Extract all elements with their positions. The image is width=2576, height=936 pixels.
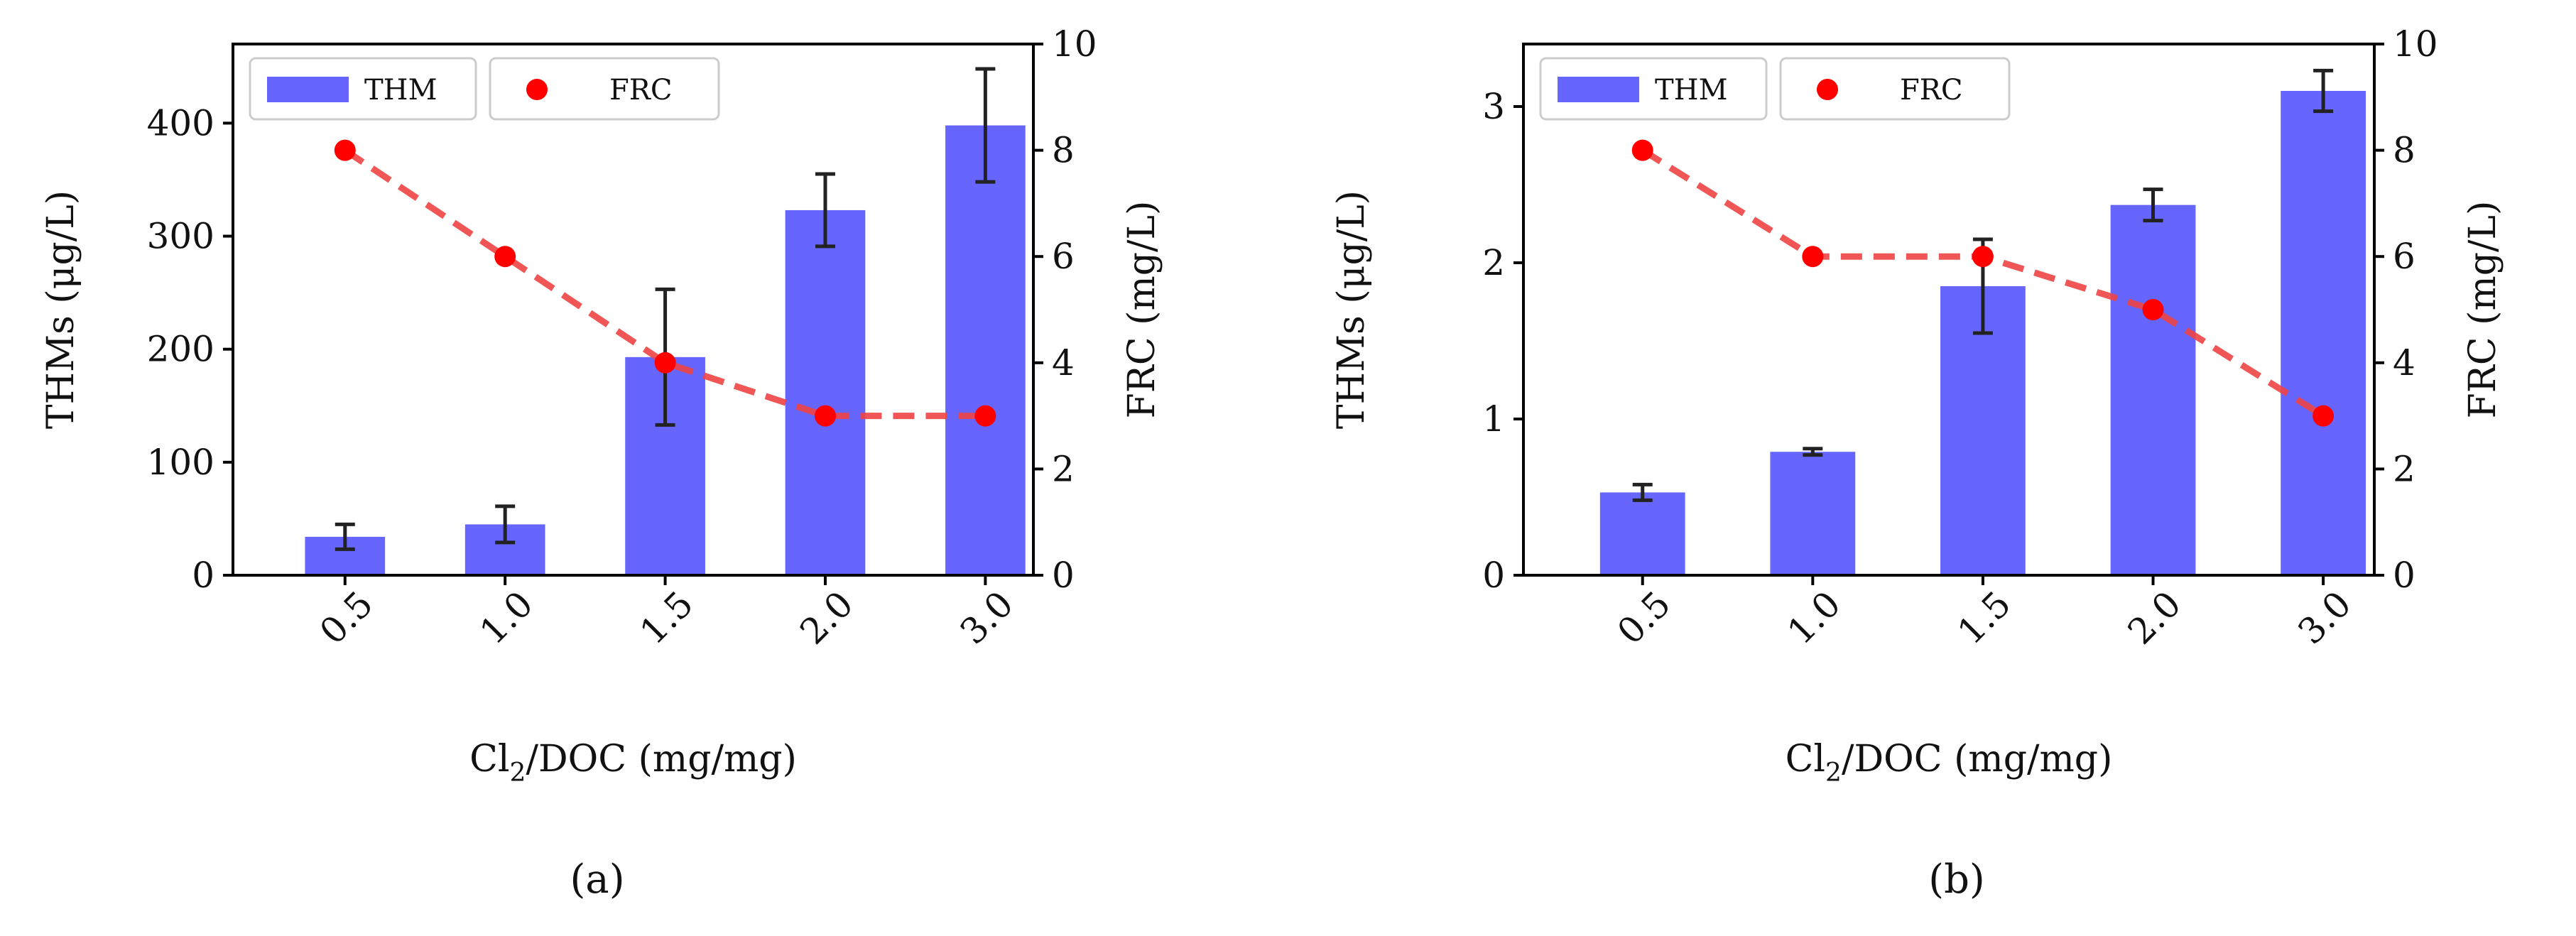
left-y-axis-title: THMs (μg/L) — [40, 190, 82, 429]
frc-point-3.0 — [2313, 405, 2335, 427]
thm-bar-2.0 — [2110, 205, 2196, 576]
legend-thm-swatch — [1558, 77, 1639, 102]
legend-frc-marker — [1817, 79, 1838, 100]
frc-point-2.0 — [2142, 299, 2164, 320]
thm-bar-0.5 — [1599, 492, 1685, 575]
left-y-tick-label: 300 — [147, 216, 214, 257]
legend-frc: FRC — [1779, 57, 2011, 121]
plot-frame — [1522, 43, 2376, 577]
thm-bar-3.0 — [945, 125, 1026, 576]
legend-frc-marker — [526, 79, 548, 100]
frc-point-3.0 — [974, 405, 996, 427]
thm-error-bar-3.0 — [975, 67, 996, 184]
thm-error-bar-3.0 — [2313, 68, 2334, 114]
legend-frc-label: FRC — [609, 74, 672, 107]
left-y-tick-label: 1 — [1482, 398, 1505, 440]
right-y-tick-label: 10 — [1052, 23, 1097, 65]
frc-point-1.5 — [1972, 246, 1994, 268]
legend-thm-label: THM — [1655, 74, 1728, 107]
right-y-axis-title: FRC (mg/L) — [2462, 201, 2504, 419]
legend-thm-label: THM — [364, 74, 438, 107]
thm-error-bar-2.0 — [2143, 187, 2163, 223]
left-y-tick-label: 3 — [1482, 86, 1505, 127]
x-axis-title: Cl2/DOC (mg/mg) — [1786, 738, 2113, 788]
frc-point-0.5 — [1631, 139, 1653, 161]
frc-point-1.5 — [654, 352, 676, 374]
left-y-tick-label: 400 — [147, 102, 214, 143]
frc-point-1.0 — [494, 246, 516, 268]
legend-frc-label: FRC — [1900, 74, 1962, 107]
right-y-tick-label: 4 — [2393, 342, 2415, 383]
right-y-tick-label: 10 — [2393, 23, 2438, 65]
right-y-tick-label: 2 — [1052, 448, 1075, 489]
left-y-tick-label: 100 — [147, 442, 214, 483]
left-y-tick-label: 0 — [192, 555, 214, 596]
thm-bar-1.0 — [1770, 452, 1856, 575]
frc-line — [343, 147, 986, 420]
right-y-tick-label: 4 — [1052, 342, 1075, 383]
right-y-tick-label: 0 — [1052, 555, 1075, 596]
frc-point-1.0 — [1802, 246, 1824, 268]
legend-thm: THM — [1539, 57, 1768, 121]
frc-point-2.0 — [814, 405, 836, 427]
plot-frame — [232, 43, 1035, 577]
legend-thm: THM — [249, 57, 477, 121]
frc-point-0.5 — [334, 139, 356, 161]
left-y-tick-label: 0 — [1482, 555, 1505, 596]
left-y-tick-label: 200 — [147, 329, 214, 370]
legend-thm-swatch — [267, 77, 349, 102]
right-y-tick-label: 8 — [1052, 130, 1075, 171]
panel-caption-b: (b) — [1928, 856, 1985, 903]
right-y-tick-label: 8 — [2393, 130, 2415, 171]
panel-caption-a: (a) — [570, 856, 624, 903]
right-y-tick-label: 6 — [2393, 236, 2415, 277]
right-y-tick-label: 6 — [1052, 236, 1075, 277]
thm-error-bar-2.0 — [815, 172, 835, 249]
right-y-tick-label: 2 — [2393, 448, 2415, 489]
thm-error-bar-0.5 — [335, 522, 355, 551]
legend-frc: FRC — [489, 57, 720, 121]
right-y-tick-label: 0 — [2393, 555, 2415, 596]
thm-bar-3.0 — [2281, 91, 2366, 575]
thm-error-bar-0.5 — [1632, 482, 1653, 502]
thm-error-bar-1.0 — [1803, 447, 1823, 457]
right-y-axis-title: FRC (mg/L) — [1121, 201, 1163, 419]
left-y-axis-title: THMs (μg/L) — [1330, 190, 1373, 429]
x-axis-title: Cl2/DOC (mg/mg) — [469, 738, 797, 788]
thm-bar-2.0 — [785, 209, 866, 575]
left-y-tick-label: 2 — [1482, 242, 1505, 283]
thm-error-bar-1.0 — [495, 504, 516, 545]
